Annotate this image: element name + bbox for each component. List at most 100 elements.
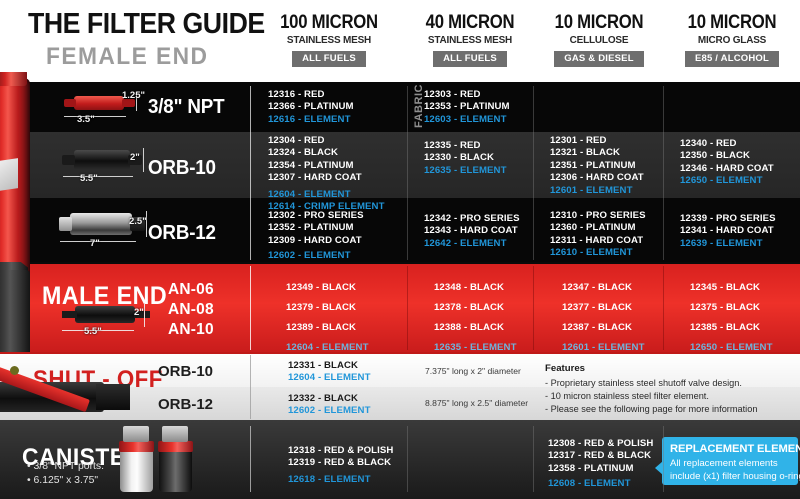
- dim-line-length: [60, 241, 136, 242]
- part-number: 12304 - RED: [268, 135, 325, 146]
- filter-body: [75, 306, 135, 323]
- part-number: 12353 - PLATINUM: [424, 101, 510, 113]
- dim-label-length: 7": [90, 238, 100, 249]
- column-divider-1: [250, 86, 251, 260]
- cell-shutoff-orb12: 12332 - BLACK 12602 - ELEMENT: [288, 393, 371, 418]
- filter-diagram-npt: 3.5" 1.25": [60, 88, 170, 128]
- part-number-element: 12603 - ELEMENT: [424, 113, 507, 125]
- filter-end-right: [130, 217, 145, 231]
- feature-item: - Please see the following page for more…: [545, 404, 758, 414]
- features-title: Features: [545, 363, 585, 374]
- dim-label-diameter: 1.25": [122, 90, 145, 101]
- column-divider-male-2: [407, 266, 408, 350]
- part-number: 12321 - BLACK: [550, 147, 621, 159]
- an-size-06: AN-06: [168, 281, 214, 298]
- part-number: 12366 - PLATINUM: [268, 101, 354, 113]
- callout-body: All replacement elements include (x1) fi…: [670, 458, 800, 483]
- canister-cap-polish: [119, 441, 154, 452]
- cell-canister-col1: 12318 - RED & POLISH 12319 - RED & BLACK…: [288, 445, 393, 486]
- dim-line-diameter: [143, 148, 144, 172]
- cell-orb12-col4: 12339 - PRO SERIES 12341 - HARD COAT 126…: [680, 213, 776, 250]
- part-number: 12342 - PRO SERIES: [424, 213, 520, 224]
- part-number-element: 12604 - ELEMENT: [286, 342, 369, 353]
- cell-shutoff-orb10: 12331 - BLACK 12604 - ELEMENT: [288, 360, 371, 385]
- column-divider-male-3: [533, 266, 534, 350]
- column-divider-4: [663, 86, 664, 260]
- column-header-4: 10 MICRON MICRO GLASS E85 / ALCOHOL: [664, 13, 800, 67]
- valve-body-end: [96, 384, 130, 410]
- column-header-1: 100 MICRON STAINLESS MESH ALL FUELS: [252, 13, 406, 67]
- dim-line-diameter: [136, 95, 137, 111]
- part-number: 12343 - HARD COAT: [424, 225, 518, 237]
- part-number-element: 12635 - ELEMENT: [434, 342, 517, 353]
- filter-end-right: [128, 155, 142, 165]
- cell-orb10-col3: 12301 - RED 12321 - BLACK 12351 - PLATIN…: [550, 135, 644, 197]
- part-number: 12354 - PLATINUM: [268, 159, 354, 171]
- part-number: 12341 - HARD COAT: [680, 225, 774, 237]
- part-number: 12350 - BLACK: [680, 150, 751, 162]
- part-number: 12375 - BLACK: [690, 302, 761, 313]
- part-number-element: 12604 - ELEMENT: [288, 372, 371, 384]
- column-divider-male-1: [250, 266, 251, 350]
- column-fuel-badge: ALL FUELS: [292, 50, 366, 67]
- cell-orb10-col4: 12340 - RED 12350 - BLACK 12346 - HARD C…: [680, 138, 774, 188]
- row-label-orb10: ORB-10: [148, 157, 216, 179]
- part-number: 12345 - BLACK: [690, 282, 761, 293]
- column-micron: 100 MICRON: [280, 12, 378, 33]
- part-number: 12358 - PLATINUM: [548, 462, 634, 474]
- dim-line-diameter: [144, 303, 145, 327]
- cell-npt-col2: 12303 - RED 12353 - PLATINUM 12603 - ELE…: [424, 89, 510, 126]
- column-material: MICRO GLASS: [697, 33, 767, 46]
- dim-line-length: [62, 330, 134, 331]
- filter-body: [70, 213, 132, 235]
- row-label-orb12: ORB-12: [148, 222, 216, 244]
- canister-product-photo: [118, 424, 198, 496]
- column-divider-canister-3: [533, 426, 534, 492]
- an-size-08: AN-08: [168, 301, 214, 318]
- divider-red: [0, 352, 800, 354]
- shutoff-size-orb10: ORB-10: [158, 363, 214, 380]
- canister-head-black: [162, 426, 188, 442]
- part-number: 12311 - HARD COAT: [550, 234, 644, 246]
- dim-label-diameter: 2.5": [129, 216, 147, 227]
- cell-male-col3: 12347 - BLACK 12377 - BLACK 12387 - BLAC…: [562, 278, 645, 358]
- part-number: 12318 - RED & POLISH: [288, 445, 394, 456]
- column-material: STAINLESS MESH: [427, 33, 513, 46]
- part-number: 12385 - BLACK: [690, 322, 761, 333]
- dim-label-length: 5.5": [80, 173, 98, 184]
- part-number: 12317 - RED & BLACK: [548, 450, 652, 462]
- column-micron: 40 MICRON: [425, 12, 515, 33]
- filter-diagram-orb12: 7" 2.5": [58, 205, 178, 255]
- part-number-element: 12601 - ELEMENT: [562, 342, 645, 353]
- part-number: 12347 - BLACK: [562, 282, 633, 293]
- canister-body-polish: [120, 448, 153, 492]
- part-number: 12335 - RED: [424, 140, 481, 151]
- column-micron: 10 MICRON: [687, 12, 777, 33]
- part-number-element: 12616 - ELEMENT: [268, 113, 351, 125]
- filter-end-left: [62, 311, 77, 318]
- filter-end-left: [59, 217, 72, 231]
- row-band-npt: [0, 82, 800, 132]
- part-number-element: 12614 - CRIMP ELEMENT: [268, 201, 385, 213]
- dim-line-diameter: [146, 211, 147, 237]
- canister-head-polish: [123, 426, 149, 442]
- cell-orb10-col1: 12304 - RED 12324 - BLACK 12354 - PLATIN…: [268, 135, 385, 213]
- filter-end-right: [122, 99, 135, 107]
- cell-orb12-col3: 12310 - PRO SERIES 12360 - PLATINUM 1231…: [550, 210, 646, 260]
- part-number: 12330 - BLACK: [424, 152, 495, 164]
- row-band-shutoff-2: [0, 387, 800, 420]
- part-number-element: 12602 - ELEMENT: [268, 250, 351, 262]
- dim-line-length: [63, 176, 133, 177]
- part-number: 12306 - HARD COAT: [550, 172, 644, 184]
- filter-body: [74, 150, 130, 170]
- feature-item: - Proprietary stainless steel shutoff va…: [545, 378, 742, 388]
- cell-canister-col3: 12308 - RED & POLISH 12317 - RED & BLACK…: [548, 438, 653, 491]
- part-number-element: 12608 - ELEMENT: [548, 478, 631, 490]
- part-number: 12309 - HARD COAT: [268, 234, 362, 246]
- cell-npt-col1: 12316 - RED 12366 - PLATINUM 12616 - ELE…: [268, 89, 354, 126]
- filter-diagram-orb10: 5.5" 2": [60, 140, 175, 188]
- part-number: 12331 - BLACK: [288, 360, 359, 371]
- column-divider-canister-2: [407, 426, 408, 492]
